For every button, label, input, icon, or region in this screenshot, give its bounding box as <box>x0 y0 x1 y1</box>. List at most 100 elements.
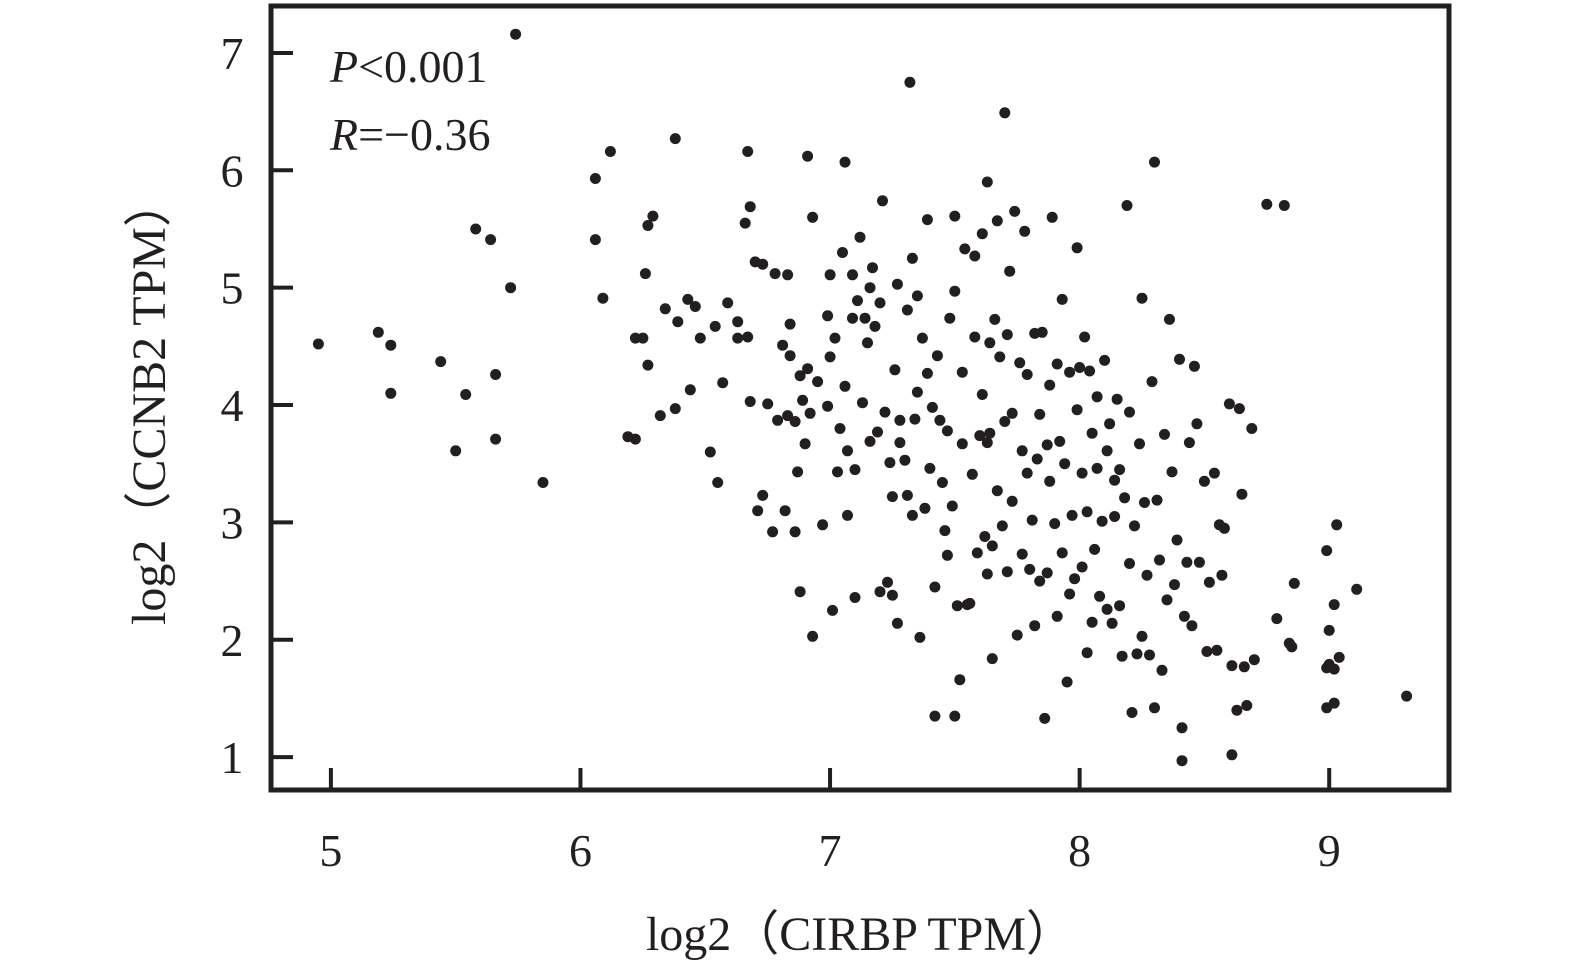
data-point <box>704 446 716 458</box>
data-point <box>929 581 941 593</box>
data-point <box>1191 418 1203 430</box>
y-tick-label: 5 <box>221 263 244 314</box>
data-point <box>490 369 502 380</box>
data-point <box>862 337 873 349</box>
data-point <box>1323 624 1335 636</box>
data-point <box>752 505 764 517</box>
data-point <box>817 519 829 531</box>
data-point <box>1046 211 1058 223</box>
data-point <box>659 303 671 315</box>
data-point <box>941 549 953 561</box>
data-point <box>772 414 784 426</box>
data-point <box>869 320 881 332</box>
data-point <box>1151 494 1163 506</box>
data-point <box>1114 464 1126 476</box>
data-point <box>684 384 696 396</box>
data-point <box>842 445 853 457</box>
data-point <box>847 269 858 281</box>
data-point <box>372 326 384 338</box>
data-point <box>769 268 781 280</box>
data-point <box>827 604 838 616</box>
data-point <box>629 433 641 445</box>
data-point <box>654 410 666 422</box>
data-point <box>909 413 921 425</box>
x-tick-label: 7 <box>819 825 842 876</box>
data-point <box>1056 547 1068 559</box>
data-point <box>782 269 794 281</box>
data-point <box>959 243 971 255</box>
data-point <box>1333 651 1345 663</box>
data-point <box>1144 649 1155 661</box>
data-point <box>949 285 961 297</box>
data-point <box>824 351 836 363</box>
data-point <box>839 156 851 168</box>
data-point <box>991 215 1003 227</box>
data-point <box>837 247 848 258</box>
data-point <box>1109 511 1121 522</box>
axis-ticks: 5 6 7 8 9 1 2 3 4 5 6 7 <box>221 28 1341 876</box>
data-point <box>981 437 993 449</box>
data-point <box>891 278 903 290</box>
data-point <box>460 389 472 400</box>
data-point <box>744 396 756 407</box>
data-point <box>742 331 754 343</box>
data-point <box>931 350 943 362</box>
data-point <box>999 416 1011 427</box>
data-point <box>899 454 911 466</box>
data-point <box>1351 583 1363 595</box>
data-point <box>847 312 858 324</box>
data-point <box>1041 439 1053 451</box>
data-point <box>1139 497 1150 508</box>
data-point <box>954 674 966 686</box>
data-point <box>1076 561 1088 573</box>
data-point <box>709 320 721 332</box>
data-point <box>1081 647 1093 659</box>
data-point <box>894 414 906 426</box>
data-point <box>976 228 988 240</box>
data-point <box>1074 362 1086 373</box>
data-point <box>921 367 933 379</box>
data-point <box>794 370 806 382</box>
data-point <box>1086 616 1098 628</box>
data-point <box>1071 404 1083 416</box>
data-point <box>470 223 482 235</box>
data-point <box>1001 329 1013 341</box>
data-point <box>1124 558 1135 569</box>
data-point <box>1044 379 1056 391</box>
data-point <box>589 234 601 246</box>
data-point <box>1146 376 1158 388</box>
data-point <box>822 310 834 322</box>
data-point <box>694 332 706 344</box>
data-point <box>934 414 946 426</box>
data-point <box>490 433 502 445</box>
data-point <box>956 438 968 450</box>
r-value-text: =−0.36 <box>358 109 490 160</box>
data-point <box>744 201 756 213</box>
data-point <box>742 146 754 157</box>
data-point <box>1401 690 1413 702</box>
data-point <box>1084 365 1096 377</box>
data-point <box>849 592 861 603</box>
data-point <box>1069 573 1081 585</box>
data-point <box>642 220 654 231</box>
data-point <box>589 173 601 184</box>
data-point <box>974 430 986 442</box>
data-point <box>1129 520 1140 532</box>
data-point <box>794 586 806 598</box>
data-point <box>1193 556 1205 568</box>
data-point <box>1211 644 1223 656</box>
data-point <box>834 423 846 434</box>
data-point <box>926 401 938 413</box>
data-point <box>1288 577 1300 589</box>
x-tick-label: 9 <box>1318 825 1341 876</box>
data-point <box>637 332 649 344</box>
data-point <box>1169 579 1180 591</box>
data-point <box>1056 293 1068 305</box>
data-point <box>1176 722 1188 734</box>
data-point <box>1004 265 1016 277</box>
data-point <box>1076 467 1088 479</box>
x-tick-label: 6 <box>569 825 592 876</box>
data-point <box>1161 594 1173 606</box>
data-point <box>1248 654 1260 666</box>
data-point <box>1116 650 1128 662</box>
